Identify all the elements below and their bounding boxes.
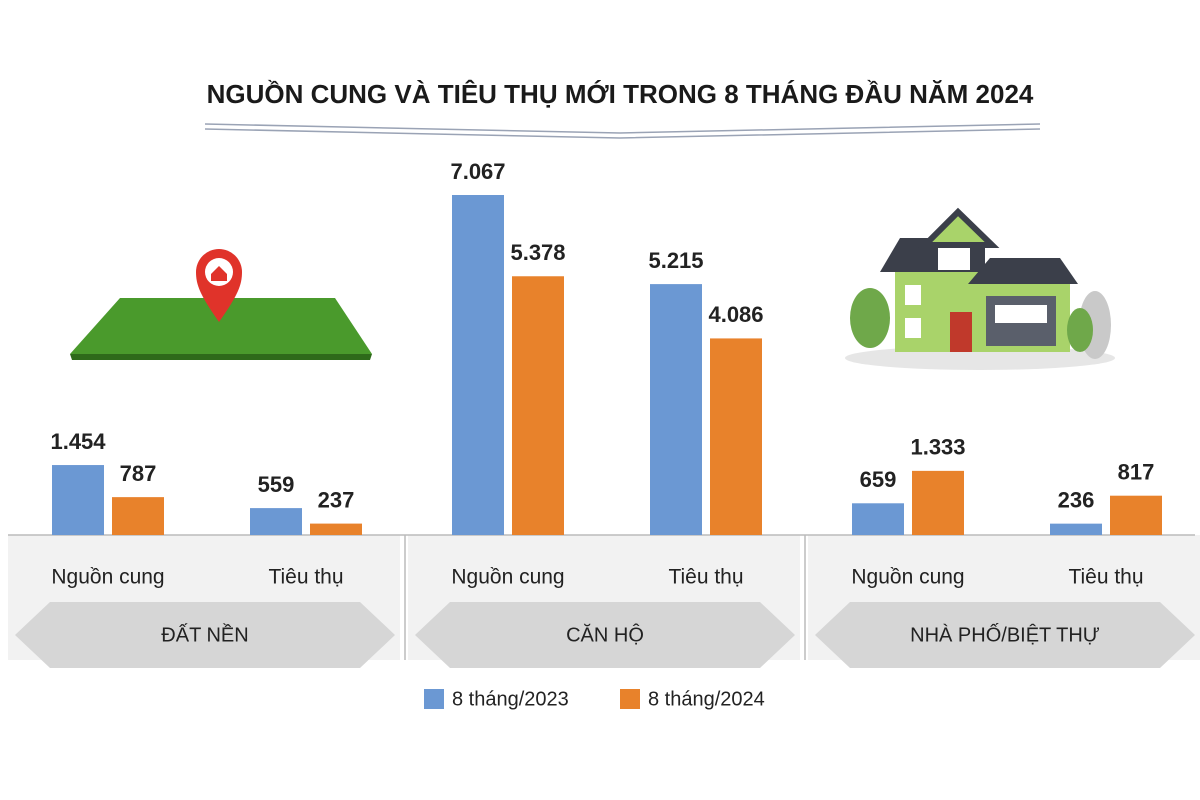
group-label: ĐẤT NỀN xyxy=(161,623,248,646)
legend-swatch xyxy=(424,689,444,709)
bar xyxy=(452,195,504,535)
bar xyxy=(310,523,362,535)
legend-label: 8 tháng/2023 xyxy=(452,688,569,710)
value-label: 1.333 xyxy=(910,435,965,460)
x-tick-label: Nguồn cung xyxy=(51,566,164,589)
x-tick-label: Tiêu thụ xyxy=(268,566,343,589)
x-tick-label: Nguồn cung xyxy=(451,566,564,589)
group-label: NHÀ PHỐ/BIỆT THỰ xyxy=(910,622,1100,646)
x-tick-label: Nguồn cung xyxy=(851,566,964,589)
chart-title: NGUỒN CUNG VÀ TIÊU THỤ MỚI TRONG 8 THÁNG… xyxy=(207,79,1034,109)
legend-swatch xyxy=(620,689,640,709)
bar xyxy=(250,508,302,535)
group-banner xyxy=(15,602,395,668)
bar xyxy=(852,503,904,535)
bar xyxy=(52,465,104,535)
value-label: 237 xyxy=(318,487,355,512)
land-icon xyxy=(70,249,372,360)
house-icon xyxy=(845,207,1115,370)
value-label: 5.378 xyxy=(510,240,565,265)
x-tick-label: Tiêu thụ xyxy=(668,566,743,589)
value-label: 4.086 xyxy=(708,302,763,327)
value-label: 659 xyxy=(860,467,897,492)
x-tick-label: Tiêu thụ xyxy=(1068,566,1143,589)
bar xyxy=(650,284,702,535)
group-label: CĂN HỘ xyxy=(566,623,644,646)
value-label: 5.215 xyxy=(648,248,703,273)
value-label: 787 xyxy=(120,461,157,486)
value-label: 559 xyxy=(258,472,295,497)
bar xyxy=(710,338,762,535)
bar xyxy=(912,470,964,535)
title-underline xyxy=(204,123,1041,139)
bar xyxy=(112,497,164,535)
value-label: 236 xyxy=(1058,487,1095,512)
value-label: 817 xyxy=(1118,460,1155,485)
legend-label: 8 tháng/2024 xyxy=(648,688,765,710)
group-banner xyxy=(815,602,1195,668)
bar xyxy=(1110,495,1162,535)
value-label: 1.454 xyxy=(50,429,106,454)
group-banner xyxy=(415,602,795,668)
bar xyxy=(512,276,564,535)
value-label: 7.067 xyxy=(450,159,505,184)
bar xyxy=(1050,523,1102,535)
